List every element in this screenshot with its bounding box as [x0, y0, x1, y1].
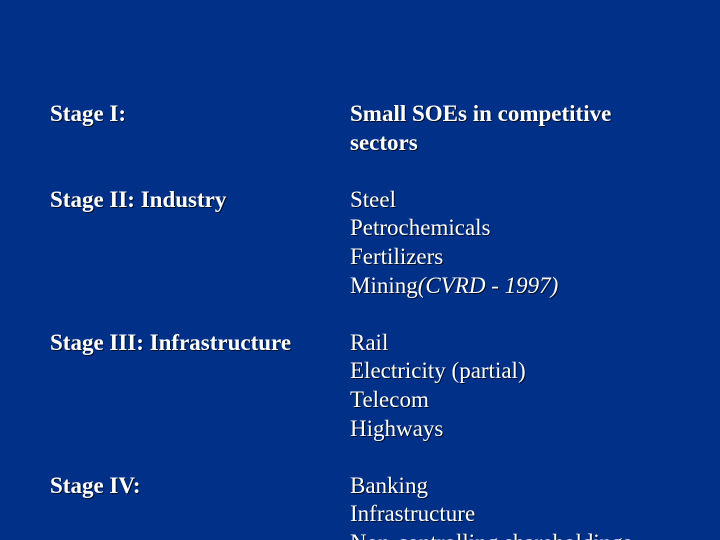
list-item: Petrochemicals — [350, 214, 670, 243]
stage-label: Stage II: Industry — [50, 186, 350, 215]
list-item: Infrastructure — [350, 500, 670, 529]
list-item: Electricity (partial) — [350, 357, 670, 386]
stage-label: Stage IV: — [50, 472, 350, 501]
list-item: Banking — [350, 472, 670, 501]
item-text: Mining — [350, 273, 418, 298]
list-item: Highways — [350, 415, 670, 444]
stage-label: Stage I: — [50, 100, 350, 129]
slide: Stage I: Small SOEs in competitive secto… — [0, 0, 720, 540]
list-item: Rail — [350, 329, 670, 358]
list-item: Fertilizers — [350, 243, 670, 272]
stage-row-2: Stage II: Industry Steel Petrochemicals … — [50, 186, 670, 301]
stage-row-1: Stage I: Small SOEs in competitive secto… — [50, 100, 670, 158]
list-item: Mining(CVRD - 1997) — [350, 272, 670, 301]
list-item: Non-controlling shareholdings — [350, 529, 670, 540]
stage-content: Rail Electricity (partial) Telecom Highw… — [350, 329, 670, 444]
stage-row-3: Stage III: Infrastructure Rail Electrici… — [50, 329, 670, 444]
list-item: Telecom — [350, 386, 670, 415]
stage-row-4: Stage IV: Banking Infrastructure Non-con… — [50, 472, 670, 540]
stage-content: Steel Petrochemicals Fertilizers Mining(… — [350, 186, 670, 301]
stage-label: Stage III: Infrastructure — [50, 329, 350, 358]
stage-content: Banking Infrastructure Non-controlling s… — [350, 472, 670, 540]
list-item: Steel — [350, 186, 670, 215]
stage-content: Small SOEs in competitive sectors — [350, 100, 670, 158]
item-note: (CVRD - 1997) — [418, 273, 559, 298]
stage-heading: Small SOEs in competitive sectors — [350, 100, 670, 158]
